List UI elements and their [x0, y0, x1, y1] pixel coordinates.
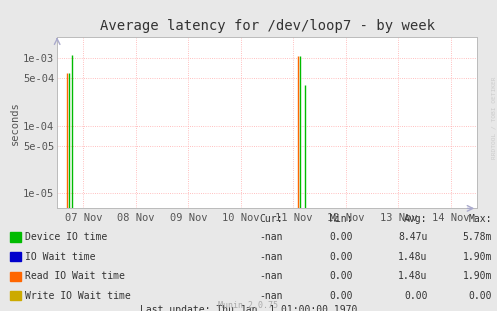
Text: 0.00: 0.00 — [330, 291, 353, 301]
Text: -nan: -nan — [260, 291, 283, 301]
Text: 1.90m: 1.90m — [463, 271, 492, 281]
Text: -nan: -nan — [260, 271, 283, 281]
Text: Write IO Wait time: Write IO Wait time — [25, 291, 131, 301]
Text: 0.00: 0.00 — [330, 271, 353, 281]
Text: 1.48u: 1.48u — [398, 252, 427, 262]
Text: Read IO Wait time: Read IO Wait time — [25, 271, 125, 281]
Title: Average latency for /dev/loop7 - by week: Average latency for /dev/loop7 - by week — [99, 19, 435, 33]
Text: -nan: -nan — [260, 252, 283, 262]
Text: 1.90m: 1.90m — [463, 252, 492, 262]
Text: Cur:: Cur: — [260, 214, 283, 224]
Text: Max:: Max: — [469, 214, 492, 224]
Text: 0.00: 0.00 — [404, 291, 427, 301]
Text: IO Wait time: IO Wait time — [25, 252, 95, 262]
Text: 8.47u: 8.47u — [398, 232, 427, 242]
Text: Avg:: Avg: — [404, 214, 427, 224]
Text: RRDTOOL / TOBI OETIKER: RRDTOOL / TOBI OETIKER — [491, 77, 496, 160]
Y-axis label: seconds: seconds — [10, 101, 20, 145]
Text: Munin 2.0.75: Munin 2.0.75 — [219, 301, 278, 310]
Text: Min:: Min: — [330, 214, 353, 224]
Text: 1.48u: 1.48u — [398, 271, 427, 281]
Text: Last update: Thu Jan  1 01:00:00 1970: Last update: Thu Jan 1 01:00:00 1970 — [140, 304, 357, 311]
Text: 0.00: 0.00 — [469, 291, 492, 301]
Text: 5.78m: 5.78m — [463, 232, 492, 242]
Text: 0.00: 0.00 — [330, 252, 353, 262]
Text: 0.00: 0.00 — [330, 232, 353, 242]
Text: -nan: -nan — [260, 232, 283, 242]
Text: Device IO time: Device IO time — [25, 232, 107, 242]
